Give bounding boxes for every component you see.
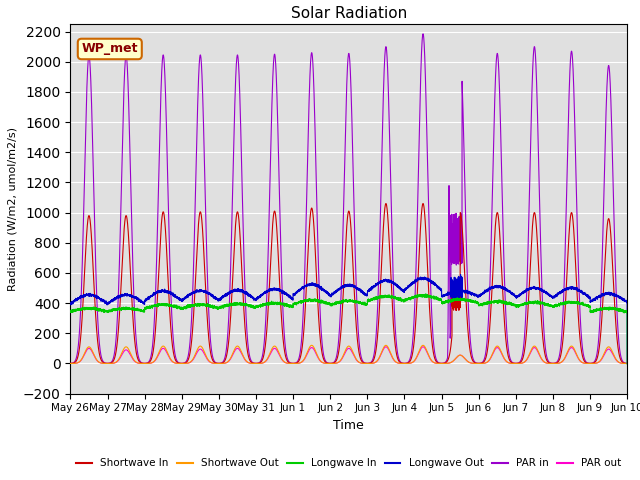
Text: WP_met: WP_met — [81, 43, 138, 56]
Title: Solar Radiation: Solar Radiation — [291, 6, 407, 22]
Legend: Shortwave In, Shortwave Out, Longwave In, Longwave Out, PAR in, PAR out: Shortwave In, Shortwave Out, Longwave In… — [72, 454, 625, 473]
Y-axis label: Radiation (W/m2, umol/m2/s): Radiation (W/m2, umol/m2/s) — [7, 127, 17, 291]
X-axis label: Time: Time — [333, 419, 364, 432]
